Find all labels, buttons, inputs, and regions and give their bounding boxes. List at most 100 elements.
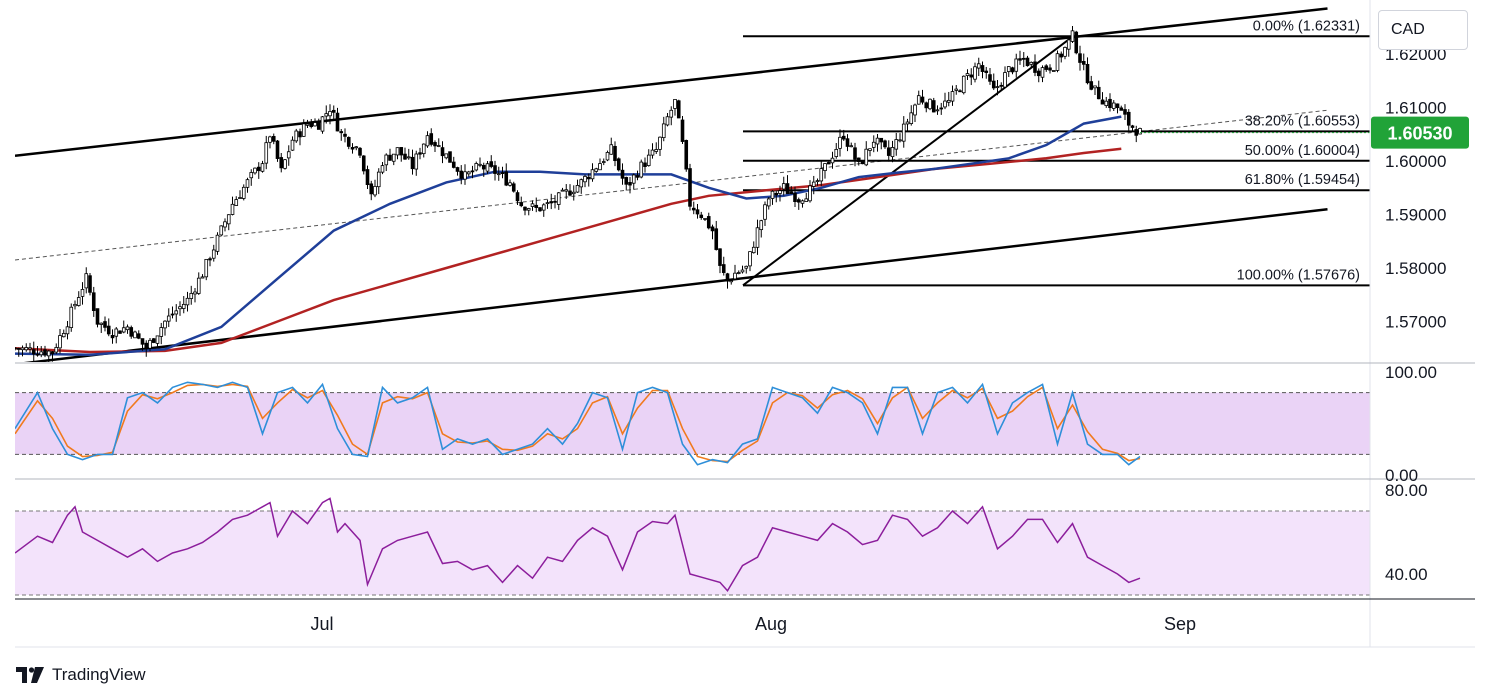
candle-body	[200, 276, 205, 279]
currency-selector-button[interactable]: CAD	[1378, 10, 1468, 50]
candle-body	[706, 216, 711, 229]
candle-body	[868, 148, 872, 151]
candle-body	[995, 86, 1000, 89]
candle-body	[605, 152, 610, 161]
candle-body	[463, 171, 467, 180]
candle-body	[710, 226, 715, 232]
candle-body	[95, 308, 100, 325]
price-axis[interactable]: 1.620001.610001.600001.590001.580001.570…	[1371, 45, 1469, 584]
candle-body	[1100, 99, 1105, 105]
candle-body	[425, 135, 430, 147]
candle-body	[1134, 129, 1139, 136]
candle-body	[1096, 86, 1101, 100]
candle-body	[245, 179, 250, 188]
candle-body	[778, 190, 782, 194]
candle-body	[950, 91, 955, 102]
candle-body	[871, 141, 876, 148]
candle-body	[110, 335, 115, 339]
candle-body	[590, 169, 595, 180]
candle-body	[335, 112, 340, 132]
candle-body	[1040, 67, 1045, 78]
candle-body	[586, 176, 591, 180]
candle-body	[35, 353, 40, 356]
candle-body	[613, 145, 617, 162]
candle-body	[155, 335, 160, 344]
candle-body	[796, 199, 801, 203]
candle-body	[564, 189, 569, 192]
candle-body	[1126, 111, 1131, 126]
candle-body	[886, 147, 891, 156]
candle-body	[526, 208, 531, 211]
candle-body	[594, 168, 599, 172]
candle-body	[676, 100, 681, 119]
candle-body	[46, 350, 51, 357]
candle-body	[631, 174, 636, 184]
candle-body	[241, 186, 246, 199]
ma-slow-line	[15, 147, 1122, 354]
candle-body	[181, 303, 186, 309]
candle-body	[744, 265, 749, 269]
candle-body	[305, 123, 310, 126]
candle-body	[939, 107, 944, 110]
candle-body	[1003, 72, 1007, 88]
candle-body	[898, 139, 902, 142]
candle-body	[879, 137, 884, 143]
candle-body	[238, 197, 242, 199]
channel-mid-line	[15, 109, 1328, 261]
candle-body	[58, 335, 62, 349]
candle-body	[864, 148, 869, 166]
candle-body	[954, 88, 959, 91]
candle-body	[1081, 60, 1086, 65]
candle-body	[808, 185, 812, 202]
rsi-pane[interactable]	[15, 497, 1370, 596]
candle-body	[384, 154, 389, 166]
brand-name: TradingView	[52, 665, 146, 684]
candle-body	[913, 104, 917, 116]
candle-body	[849, 145, 854, 148]
candle-body	[620, 169, 625, 179]
stochastic-pane[interactable]	[15, 381, 1370, 466]
candle-body	[980, 65, 985, 72]
candle-body	[725, 273, 730, 282]
price-pane[interactable]: 0.00% (1.62331) 38.20% (1.60553) 50.00% (1…	[14, 7, 1370, 365]
candle-body	[883, 140, 887, 148]
candle-body	[714, 228, 719, 250]
candle-body	[841, 135, 846, 140]
candle-body	[24, 347, 29, 351]
candle-body	[208, 258, 212, 261]
candle-body	[695, 209, 700, 215]
candle-body	[406, 156, 411, 159]
candle-body	[1115, 103, 1120, 109]
candle-body	[924, 102, 929, 109]
candle-body	[313, 122, 317, 127]
candle-body	[804, 198, 809, 202]
candle-body	[669, 109, 674, 118]
time-axis[interactable]: Jul Aug Sep	[310, 614, 1196, 634]
candle-body	[654, 149, 659, 152]
candle-body	[343, 133, 347, 137]
candle-body	[1006, 66, 1011, 72]
candle-body	[211, 249, 216, 259]
candle-body	[763, 204, 767, 220]
candle-body	[493, 165, 497, 174]
candle-body	[579, 179, 584, 188]
candle-body	[759, 220, 764, 231]
candle-body	[1130, 125, 1135, 128]
tradingview-logo-icon	[16, 667, 44, 683]
candle-body	[320, 116, 325, 132]
candle-body	[1033, 61, 1037, 73]
candle-body	[571, 191, 576, 195]
candle-body	[1089, 81, 1094, 90]
candle-body	[470, 170, 475, 173]
candle-body	[534, 204, 539, 208]
candle-body	[541, 204, 546, 211]
fib-level-label: 50.00% (1.60004)	[1245, 143, 1360, 159]
candle-body	[583, 175, 587, 183]
candle-body	[234, 199, 239, 206]
tradingview-brand[interactable]: TradingView	[16, 664, 146, 686]
candle-body	[905, 121, 910, 125]
candle-body	[448, 151, 452, 163]
price-tick-label: 1.57000	[1385, 313, 1446, 332]
candle-body	[350, 147, 355, 150]
candle-body	[369, 183, 374, 195]
